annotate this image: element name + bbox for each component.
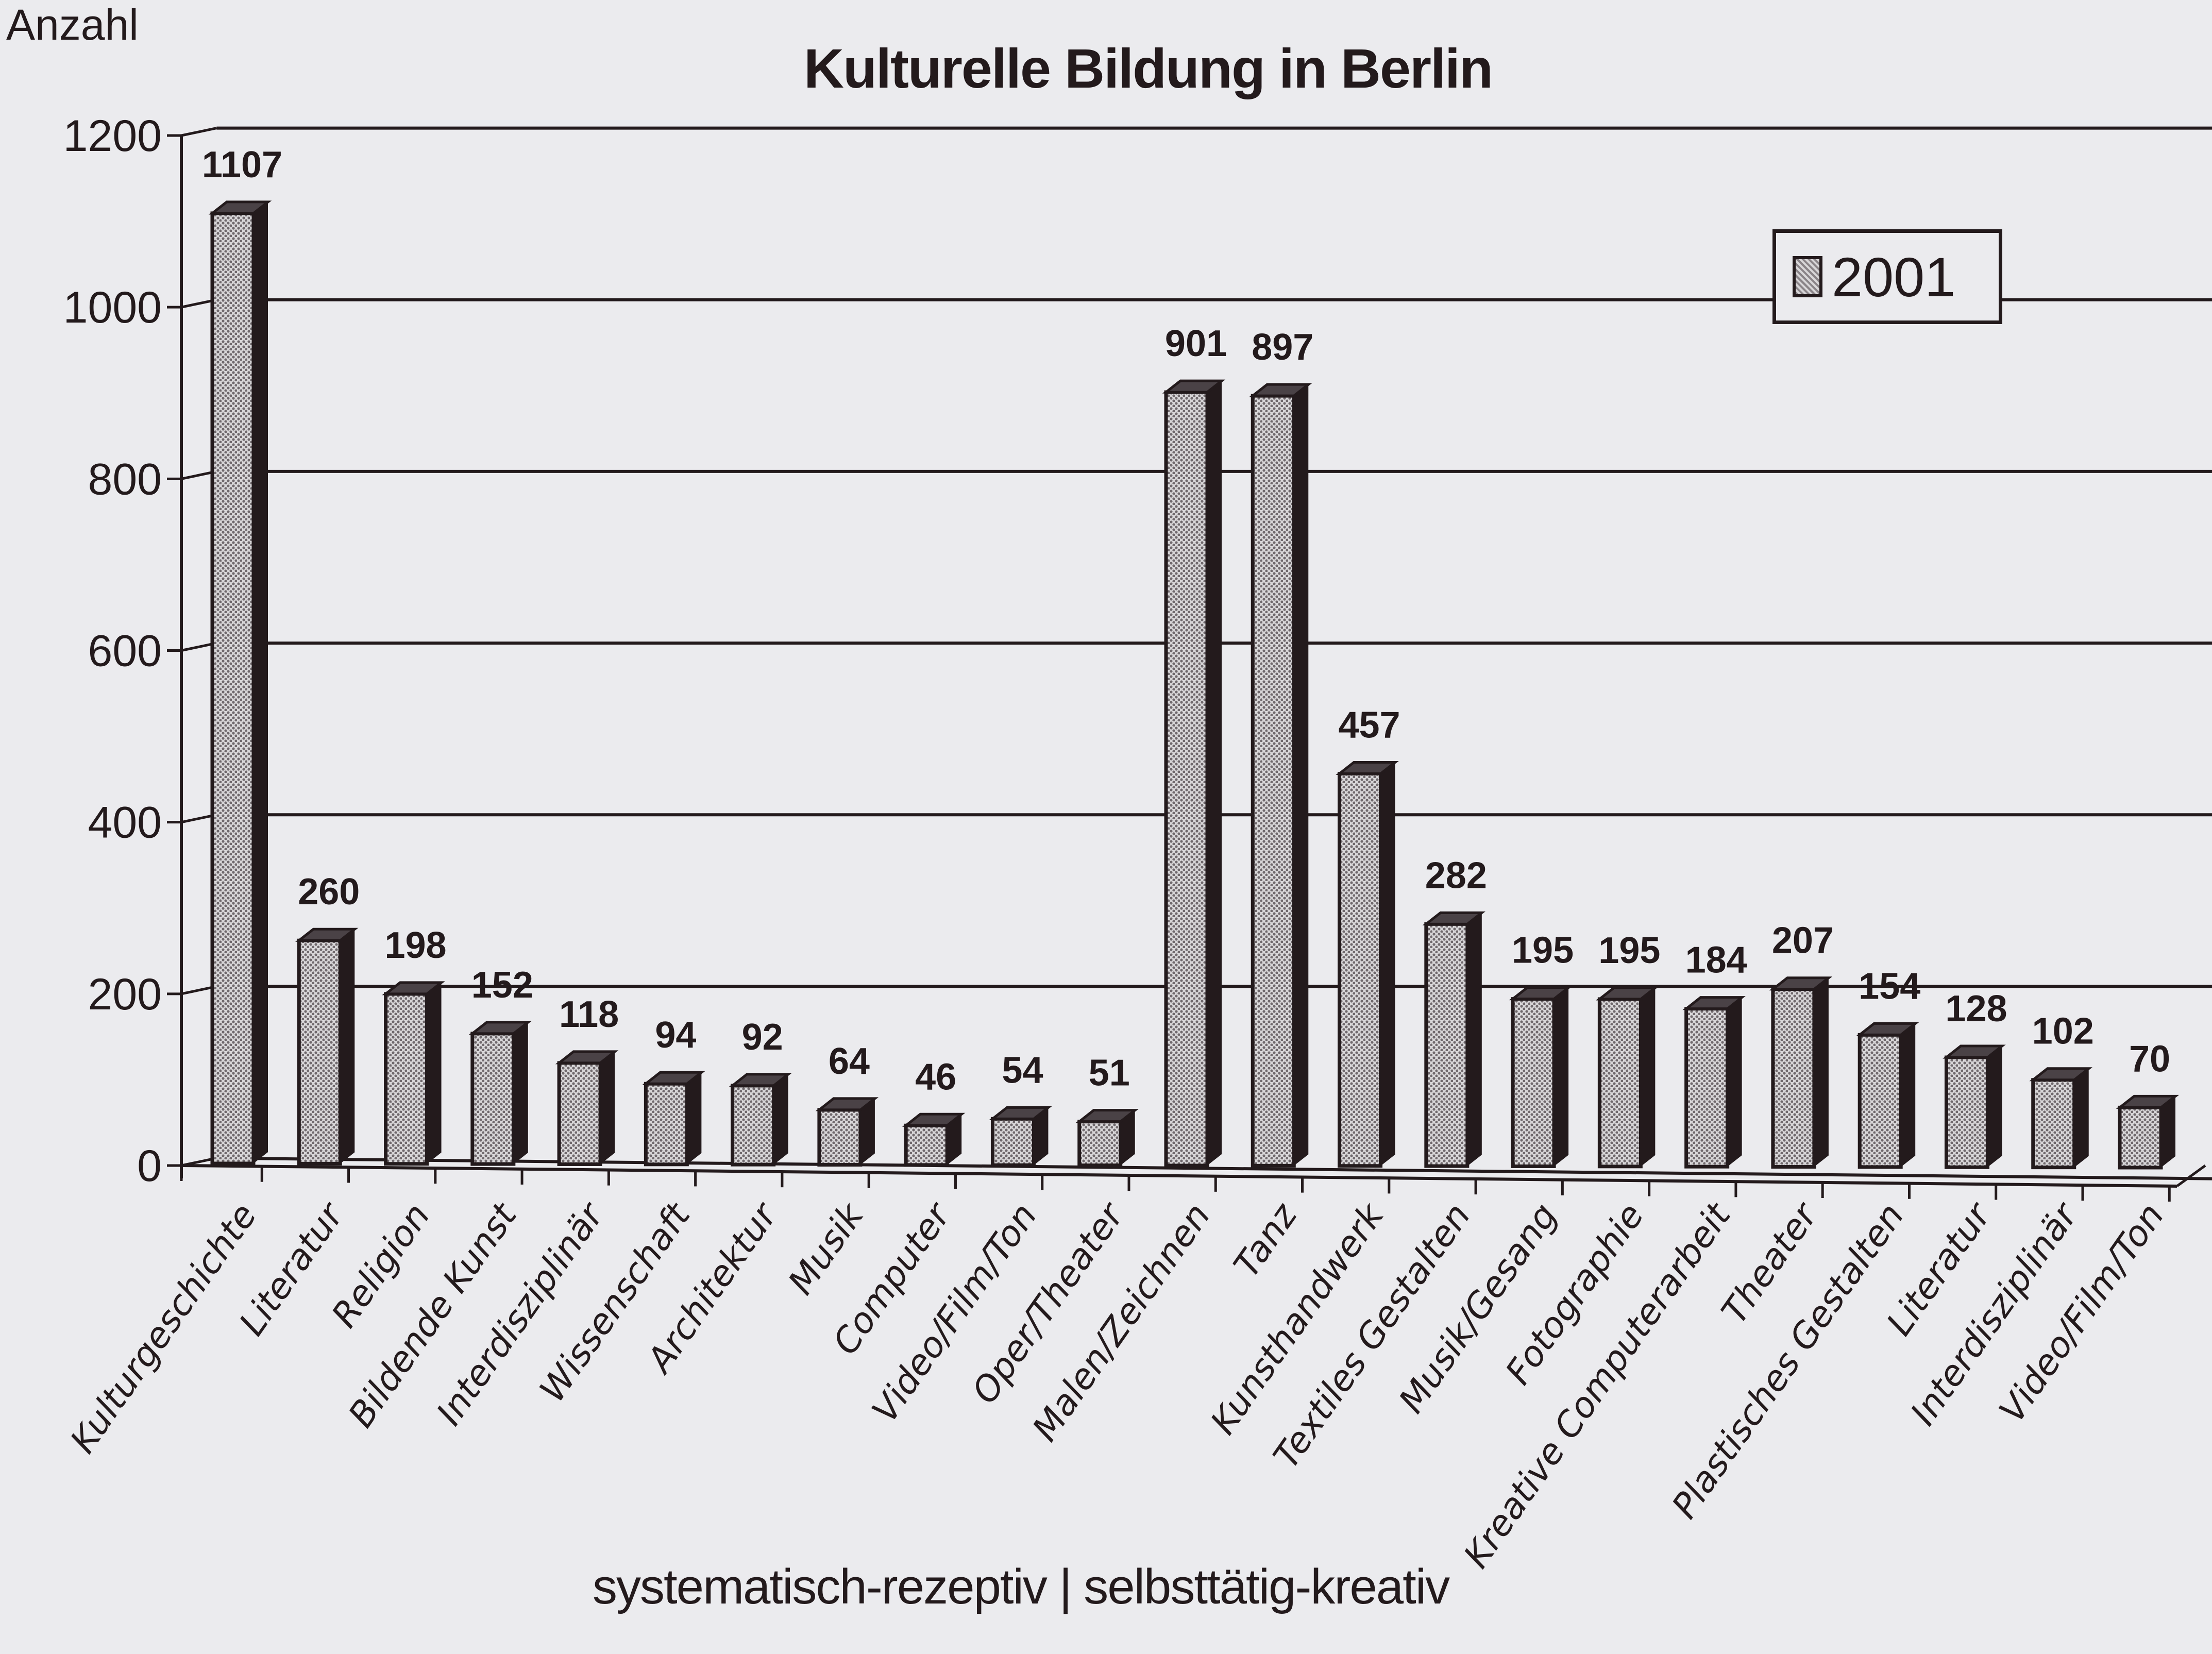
gridline <box>216 1156 2212 1180</box>
value-label: 457 <box>1338 704 1400 746</box>
value-label: 94 <box>655 1015 696 1056</box>
y-tick-label: 0 <box>137 1141 162 1191</box>
value-label: 46 <box>915 1056 956 1098</box>
x-axis <box>181 1164 2177 1188</box>
value-label: 92 <box>742 1017 783 1058</box>
value-label: 260 <box>298 871 360 913</box>
bar <box>1943 1044 2006 1169</box>
bar <box>1075 1109 1139 1168</box>
bar <box>1249 383 1312 1168</box>
y-tick-label: 400 <box>88 798 162 848</box>
bar <box>1855 1022 1919 1169</box>
bar <box>989 1106 1052 1167</box>
category-label: Musik <box>781 1195 872 1302</box>
value-label: 901 <box>1165 323 1227 364</box>
legend-label: 2001 <box>1832 245 1956 308</box>
bars <box>208 200 2180 1170</box>
chart-title: Kulturelle Bildung in Berlin <box>804 37 1493 99</box>
value-label: 54 <box>1002 1050 1043 1091</box>
value-label: 118 <box>559 994 619 1035</box>
value-label: 195 <box>1512 930 1574 971</box>
category-label: Kulturgeschichte <box>63 1196 265 1460</box>
x-axis-caption: systematisch-rezeptiv | selbsttätig-krea… <box>593 1559 1450 1614</box>
value-label: 184 <box>1685 940 1747 981</box>
value-label: 1107 <box>202 144 282 185</box>
bar <box>208 200 272 1166</box>
bar <box>382 981 445 1166</box>
value-label: 70 <box>2129 1038 2170 1079</box>
y-tick-label: 200 <box>88 970 162 1019</box>
value-label: 282 <box>1425 855 1487 896</box>
value-label: 128 <box>1945 988 2007 1029</box>
value-label: 154 <box>1859 966 1920 1007</box>
y-tick-label: 600 <box>88 627 162 676</box>
value-label: 102 <box>2032 1011 2094 1052</box>
legend-swatch-icon <box>1793 256 1822 297</box>
bar <box>468 1021 532 1166</box>
bar <box>1769 976 1833 1169</box>
bar <box>1682 996 1746 1169</box>
y-tick-label: 1200 <box>63 111 162 161</box>
category-label: Tanz <box>1226 1195 1306 1285</box>
bar <box>1162 379 1226 1168</box>
y-tick-label: 1000 <box>63 283 162 332</box>
legend: 2001 <box>1772 229 2002 324</box>
value-label: 51 <box>1089 1053 1130 1094</box>
bar <box>729 1073 792 1167</box>
value-labels: 1107 260 198 152 118 94 92 64 46 54 51 901 897 457 282… <box>202 144 2170 1098</box>
bar <box>902 1112 966 1167</box>
bar <box>1422 911 1486 1168</box>
y-tick-label: 800 <box>88 454 162 504</box>
bar <box>2029 1067 2092 1170</box>
bar <box>642 1071 705 1167</box>
bar <box>555 1050 619 1166</box>
bar <box>815 1097 879 1167</box>
bar <box>2116 1094 2180 1170</box>
bar <box>1336 761 1399 1168</box>
value-label: 897 <box>1252 327 1313 368</box>
bar <box>1509 986 1573 1168</box>
category-labels: KulturgeschichteLiteraturReligionBildend… <box>63 1194 2172 1576</box>
value-label: 64 <box>829 1041 870 1082</box>
value-label: 198 <box>384 925 446 966</box>
value-label: 195 <box>1598 930 1660 971</box>
bar <box>1596 986 1659 1169</box>
bar <box>295 927 359 1166</box>
axes: 0 200 400 600 800 1000 1200 <box>63 111 2206 1202</box>
category-label: Musik/Gesang <box>1391 1196 1565 1420</box>
y-axis-title: Anzahl <box>6 1 139 49</box>
value-label: 152 <box>471 965 533 1006</box>
value-label: 207 <box>1772 920 1834 961</box>
